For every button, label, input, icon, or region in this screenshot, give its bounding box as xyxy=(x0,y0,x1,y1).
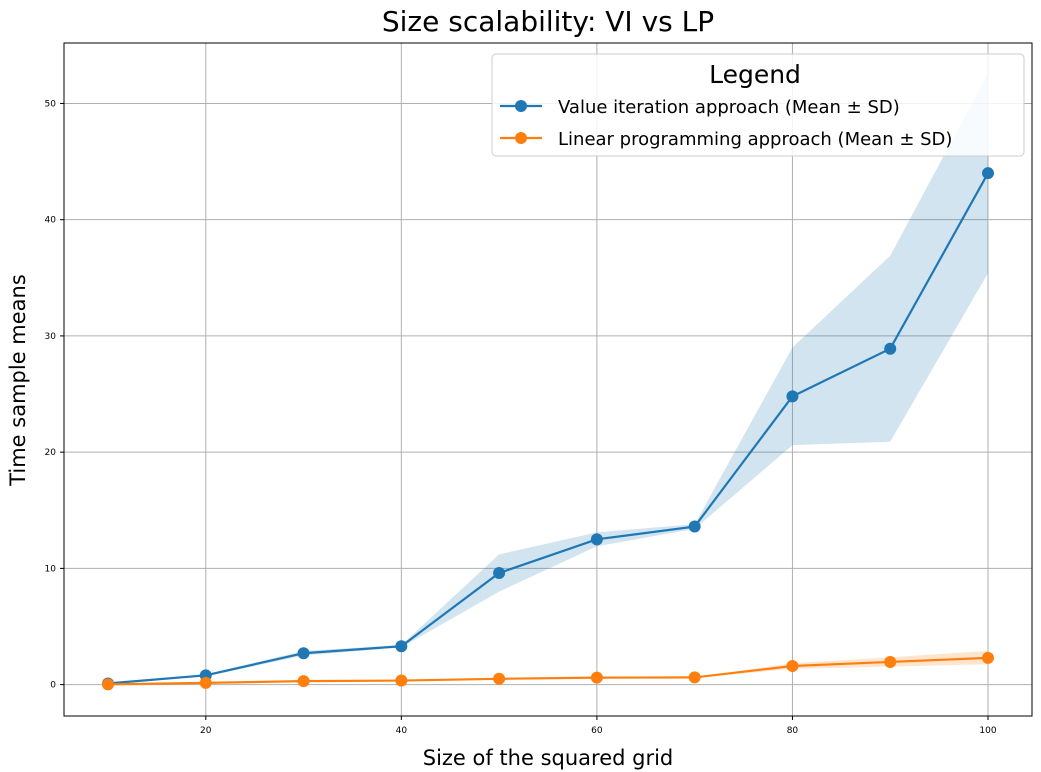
data-point-series-1 xyxy=(982,651,994,664)
x-tick-label: 100 xyxy=(979,726,996,736)
y-tick-label: 20 xyxy=(45,448,57,458)
data-point-series-1 xyxy=(395,674,408,687)
x-ticks: 20 40 60 80 100 xyxy=(200,716,997,736)
legend-marker-lp xyxy=(515,132,527,144)
y-axis-label: Time sample means xyxy=(6,274,30,487)
y-tick-label: 10 xyxy=(45,564,57,574)
data-point-series-0 xyxy=(493,567,506,580)
y-tick-label: 0 xyxy=(50,681,56,691)
data-point-series-0 xyxy=(395,640,408,653)
data-point-series-0 xyxy=(688,520,701,533)
x-tick-label: 40 xyxy=(396,726,408,736)
legend-box xyxy=(491,53,1025,157)
data-point-series-1 xyxy=(199,676,212,689)
data-point-series-1 xyxy=(297,675,310,688)
legend-title: Legend xyxy=(709,60,801,89)
data-point-series-1 xyxy=(884,655,897,668)
legend: Legend Value iteration approach (Mean ± … xyxy=(491,53,1025,157)
series-line-1 xyxy=(107,656,989,686)
data-point-series-1 xyxy=(590,671,603,684)
data-point-series-1 xyxy=(102,678,114,691)
sd-band-series-0 xyxy=(108,73,988,684)
series-points xyxy=(102,167,994,691)
series-lines xyxy=(107,172,989,686)
y-tick-label: 30 xyxy=(45,332,57,342)
y-tick-label: 50 xyxy=(45,99,57,109)
legend-marker-vi xyxy=(515,100,527,112)
y-ticks: 0 10 20 30 40 50 xyxy=(45,99,64,691)
y-tick-label: 40 xyxy=(45,216,57,226)
sd-bands xyxy=(108,73,988,685)
sd-band-series-1 xyxy=(108,650,988,685)
x-axis-label: Size of the squared grid xyxy=(423,746,674,770)
x-tick-label: 80 xyxy=(787,726,799,736)
legend-label-vi: Value iteration approach (Mean ± SD) xyxy=(558,97,900,118)
plot-frame xyxy=(63,42,1033,717)
data-point-series-1 xyxy=(786,660,799,673)
data-point-series-1 xyxy=(688,671,701,684)
legend-label-lp: Linear programming approach (Mean ± SD) xyxy=(558,129,952,150)
x-tick-label: 20 xyxy=(200,726,212,736)
chart-title: Size scalability: VI vs LP xyxy=(382,5,714,38)
data-point-series-0 xyxy=(786,390,799,403)
x-tick-label: 60 xyxy=(591,726,603,736)
data-point-series-0 xyxy=(590,533,603,546)
data-point-series-0 xyxy=(884,342,897,355)
data-point-series-0 xyxy=(982,167,994,180)
data-point-series-0 xyxy=(297,647,310,660)
data-point-series-1 xyxy=(493,672,506,685)
series-line-0 xyxy=(107,172,989,685)
